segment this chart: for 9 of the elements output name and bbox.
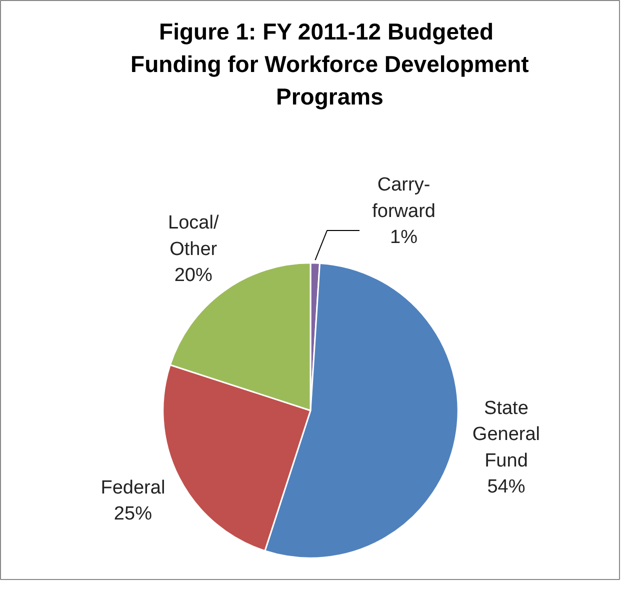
slice-label: Federal (100, 477, 166, 498)
data-label: 20% (174, 265, 212, 286)
data-label: 25% (114, 504, 152, 525)
slice-label: Carry-forward (372, 174, 436, 222)
data-label: 54% (487, 476, 526, 498)
chart-title: Figure 1: FY 2011-12 Budgeted Funding for Workforce Development Programs (130, 18, 530, 110)
slice-label: Local/Other (168, 212, 220, 260)
data-label: 1% (390, 227, 418, 248)
slice-label: State General Fund (472, 398, 540, 472)
